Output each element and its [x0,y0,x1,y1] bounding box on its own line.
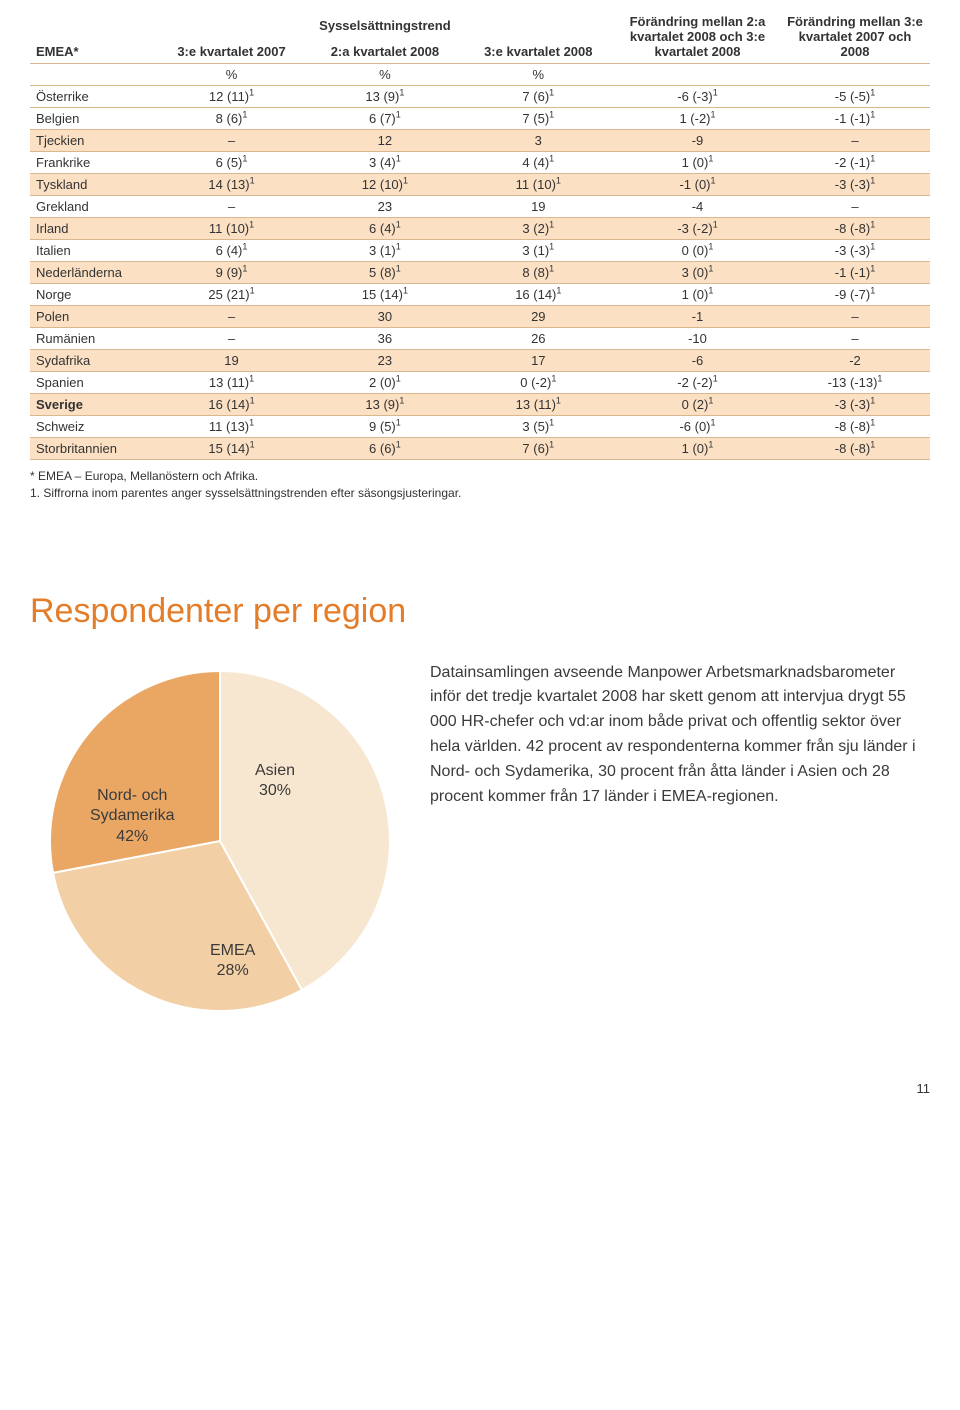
table-row: Schweiz11 (13)19 (5)13 (5)1-6 (0)1-8 (-8… [30,416,930,438]
page-number: 11 [30,1081,930,1096]
table-row: Sverige16 (14)113 (9)113 (11)10 (2)1-3 (… [30,394,930,416]
table-row: Österrike12 (11)113 (9)17 (6)1-6 (-3)1-5… [30,86,930,108]
emea-table: EMEA* Sysselsättningstrend Förändring me… [30,10,930,460]
table-row: Irland11 (10)16 (4)13 (2)1-3 (-2)1-8 (-8… [30,218,930,240]
table-row: Storbritannien15 (14)16 (6)17 (6)11 (0)1… [30,438,930,460]
table-row: Italien6 (4)13 (1)13 (1)10 (0)1-3 (-3)1 [30,240,930,262]
footnote-1: * EMEA – Europa, Mellanöstern och Afrika… [30,468,930,485]
table-row: Frankrike6 (5)13 (4)14 (4)11 (0)1-2 (-1)… [30,152,930,174]
table-row: Tjeckien–123-9– [30,130,930,152]
section-title: Respondenter per region [30,592,930,631]
pie-chart: Nord- ochSydamerika42%Asien30%EMEA28% [30,651,410,1031]
table-row: Nederländerna9 (9)15 (8)18 (8)13 (0)1-1 … [30,262,930,284]
table-row: Grekland–2319-4– [30,196,930,218]
table-row: Polen–3029-1– [30,306,930,328]
table-row: Spanien13 (11)12 (0)10 (-2)1-2 (-2)1-13 … [30,372,930,394]
footnote-2: 1. Siffrorna inom parentes anger syssels… [30,485,930,502]
table-row: Sydafrika192317-6-2 [30,350,930,372]
table-row: Tyskland14 (13)112 (10)111 (10)1-1 (0)1-… [30,174,930,196]
footnotes: * EMEA – Europa, Mellanöstern och Afrika… [30,468,930,502]
table-row: Rumänien–3626-10– [30,328,930,350]
body-text: Datainsamlingen avseende Manpower Arbets… [430,651,930,810]
table-row: Norge25 (21)115 (14)116 (14)11 (0)1-9 (-… [30,284,930,306]
table-row: Belgien8 (6)16 (7)17 (5)11 (-2)1-1 (-1)1 [30,108,930,130]
